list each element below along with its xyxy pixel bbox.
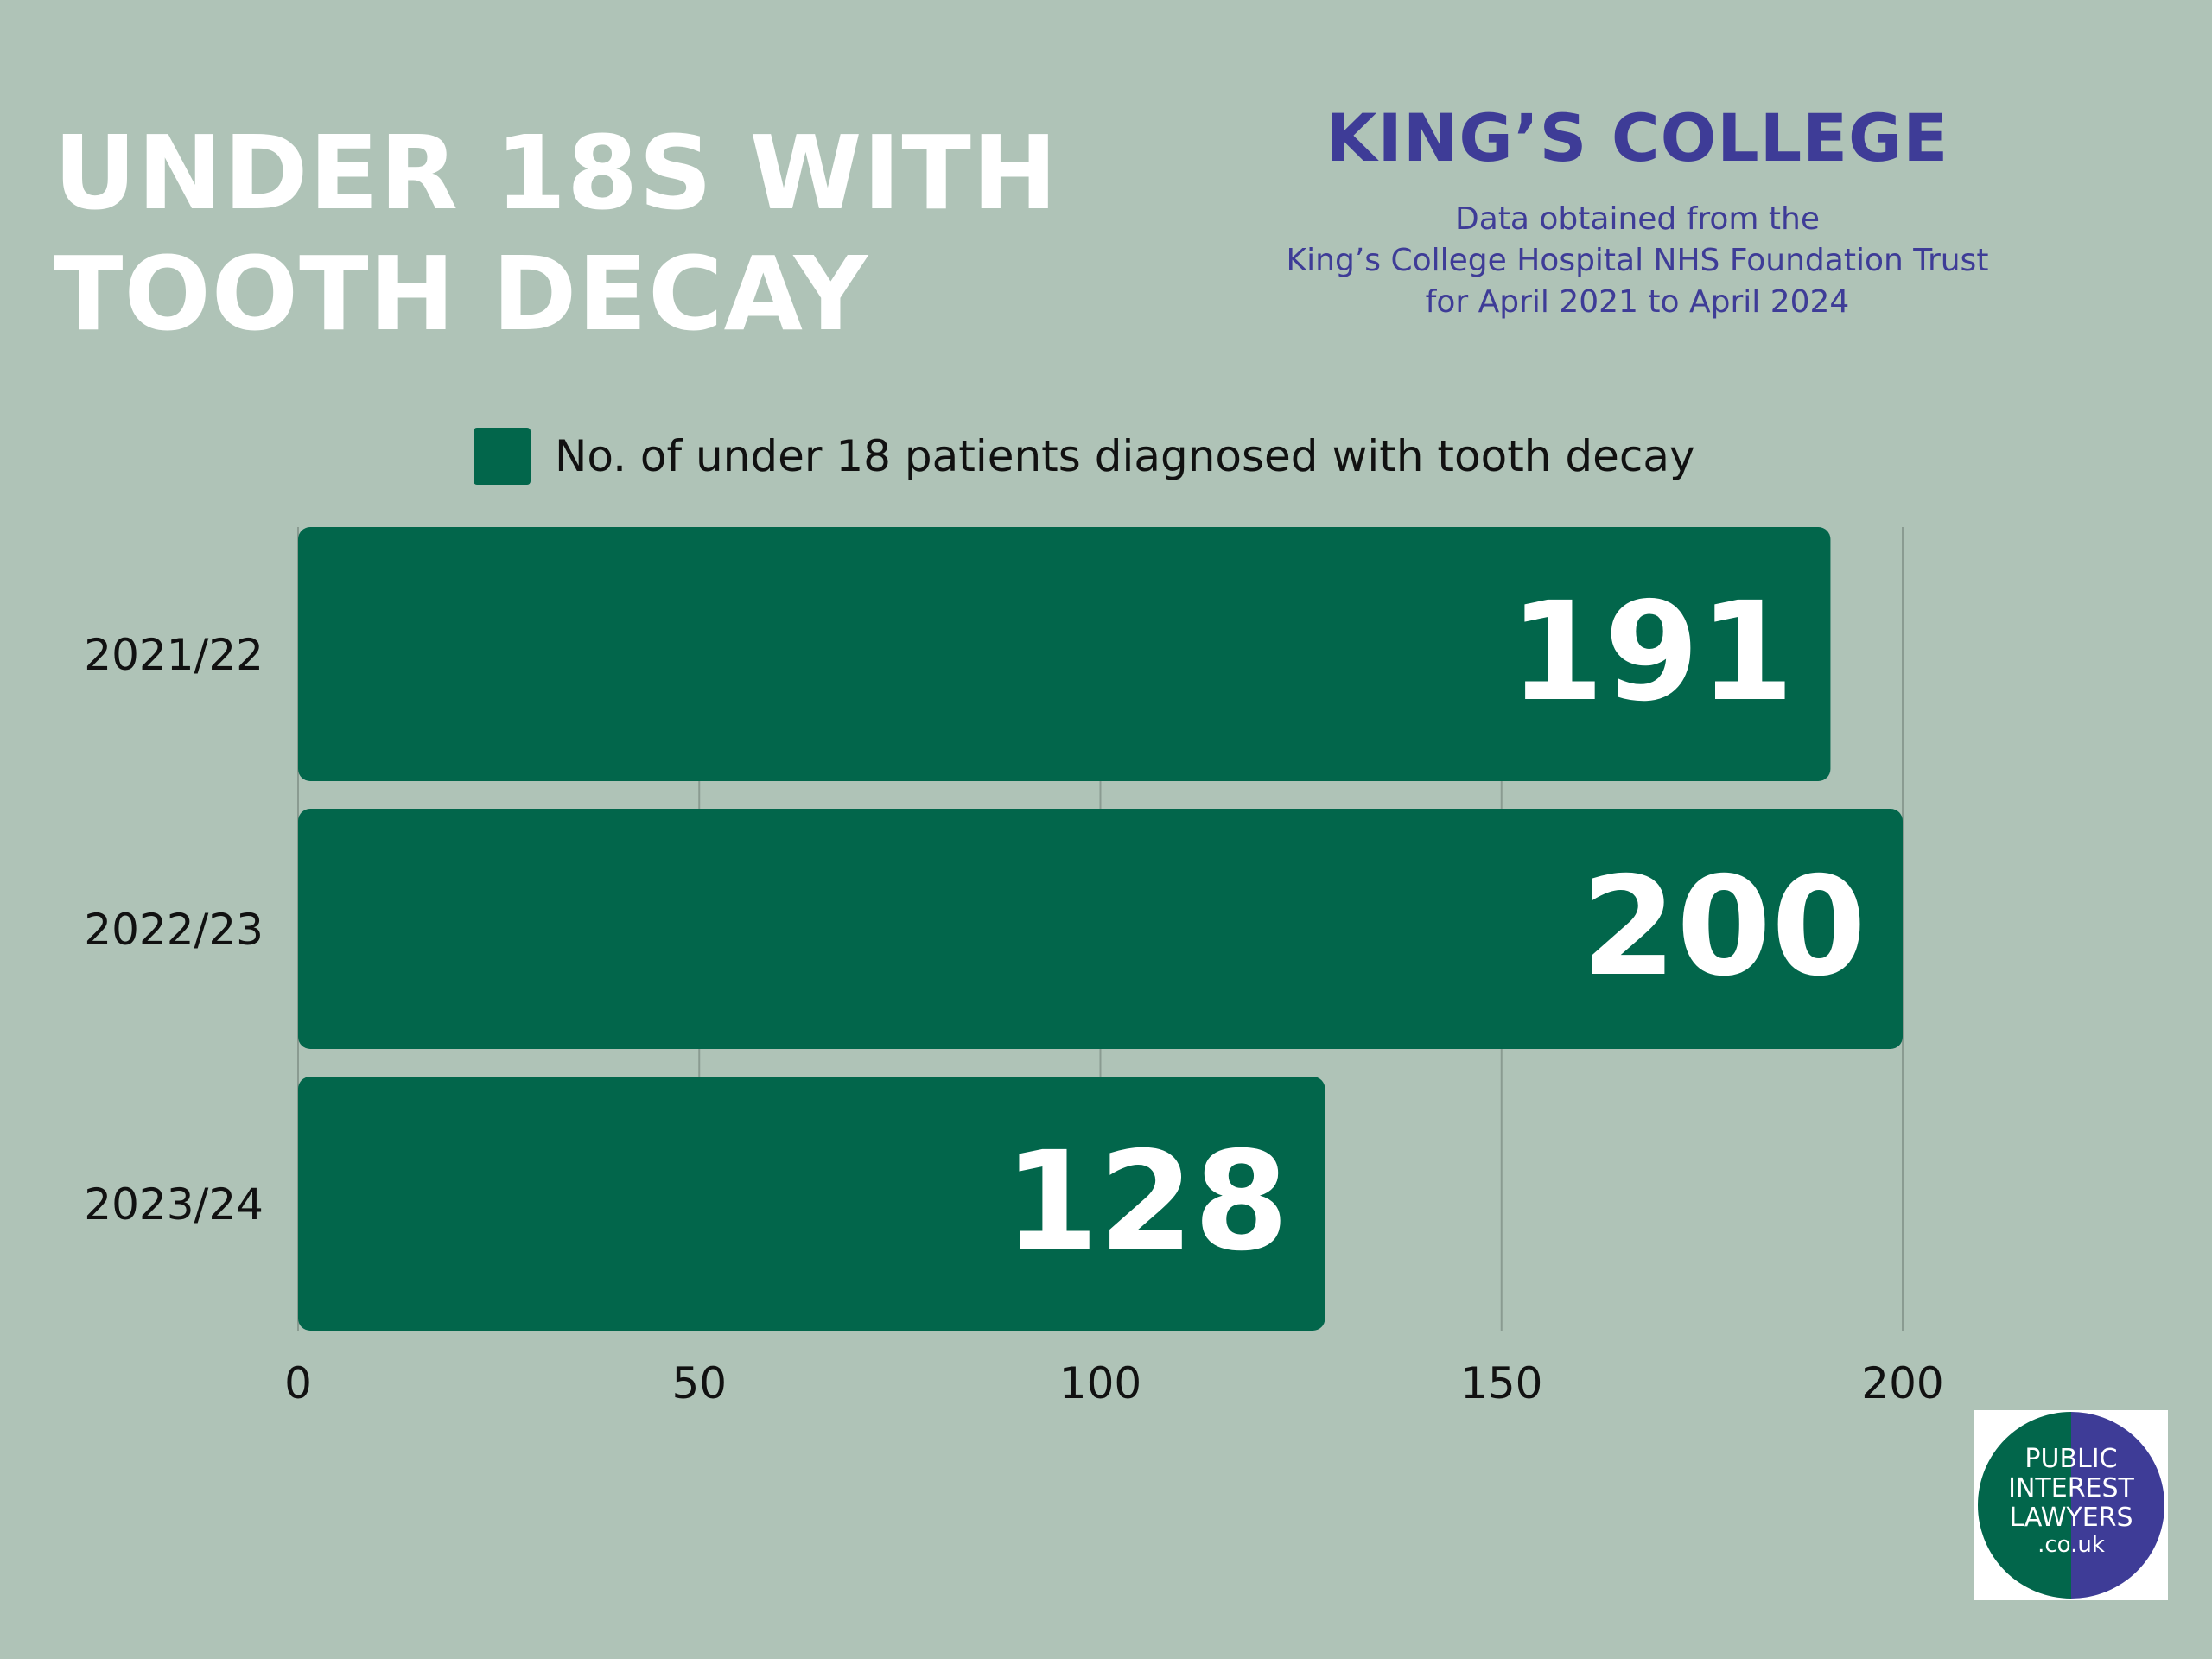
- category-labels: 2021/22 2022/23 2023/24: [84, 630, 264, 1230]
- bar-value-label: 200: [1581, 848, 1866, 1007]
- logo-line-3: LAWYERS: [2009, 1503, 2133, 1533]
- category-label: 2022/23: [84, 905, 264, 955]
- legend: No. of under 18 patients diagnosed with …: [474, 428, 1695, 485]
- x-tick-label: 50: [671, 1358, 727, 1408]
- title-line-1: UNDER 18S WITH: [54, 113, 1058, 232]
- x-axis-ticks: 0 50 100 150 200: [284, 1358, 1944, 1408]
- source-block: KING’S COLLEGE Data obtained from the Ki…: [1097, 97, 2177, 323]
- organization-name: KING’S COLLEGE: [1325, 99, 1949, 176]
- title-line-2: TOOTH DECAY: [54, 234, 869, 353]
- logo-line-1: PUBLIC: [2024, 1444, 2117, 1474]
- source-line-3: for April 2021 to April 2024: [1425, 284, 1850, 320]
- legend-label: No. of under 18 patients diagnosed with …: [555, 431, 1695, 481]
- bar: [298, 1077, 1325, 1331]
- source-line-2: King’s College Hospital NHS Foundation T…: [1286, 243, 1989, 278]
- public-interest-lawyers-logo: PUBLIC INTEREST LAWYERS .co.uk: [1974, 1410, 2168, 1600]
- category-label: 2021/22: [84, 630, 264, 680]
- x-tick-label: 0: [284, 1358, 312, 1408]
- bar-value-label: 128: [1004, 1122, 1289, 1281]
- category-label: 2023/24: [84, 1179, 264, 1230]
- bar-value-label: 191: [1510, 573, 1795, 732]
- x-tick-label: 150: [1460, 1358, 1542, 1408]
- bar-labels: 191 200 128: [1004, 573, 1866, 1281]
- bar: [298, 527, 1831, 781]
- logo-line-4: .co.uk: [2037, 1532, 2105, 1558]
- bar: [298, 809, 1903, 1049]
- chart-title: UNDER 18S WITH TOOTH DECAY: [54, 112, 1058, 354]
- logo-line-2: INTEREST: [2008, 1473, 2134, 1503]
- legend-swatch: [474, 428, 531, 485]
- x-tick-label: 100: [1059, 1358, 1141, 1408]
- x-tick-label: 200: [1861, 1358, 1943, 1408]
- source-line-1: Data obtained from the: [1454, 201, 1820, 237]
- source-note: Data obtained from the King’s College Ho…: [1097, 199, 2177, 323]
- bars: [298, 527, 1903, 1331]
